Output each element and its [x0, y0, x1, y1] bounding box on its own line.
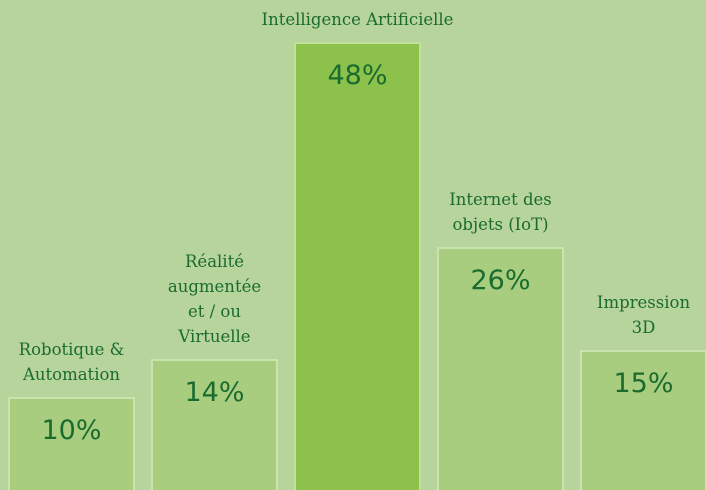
category-label: Robotique & Automation [18, 339, 125, 384]
category-label: Réalité augmentée et / ou Virtuelle [167, 252, 262, 347]
value-label: 48% [327, 60, 388, 91]
bar: 14% [151, 359, 278, 490]
category-label: Intelligence Artificielle [261, 10, 454, 29]
value-label: 14% [184, 377, 245, 409]
category-label: Impression 3D [596, 293, 691, 337]
value-label: 10% [41, 414, 102, 446]
category-label: Internet des objets (IoT) [449, 190, 552, 235]
bar: 10% [8, 396, 135, 490]
bar: 26% [437, 247, 564, 490]
bar: 15% [580, 350, 706, 490]
value-label: 15% [613, 368, 674, 399]
bar: 48% [294, 42, 421, 490]
value-label: 26% [470, 265, 531, 297]
